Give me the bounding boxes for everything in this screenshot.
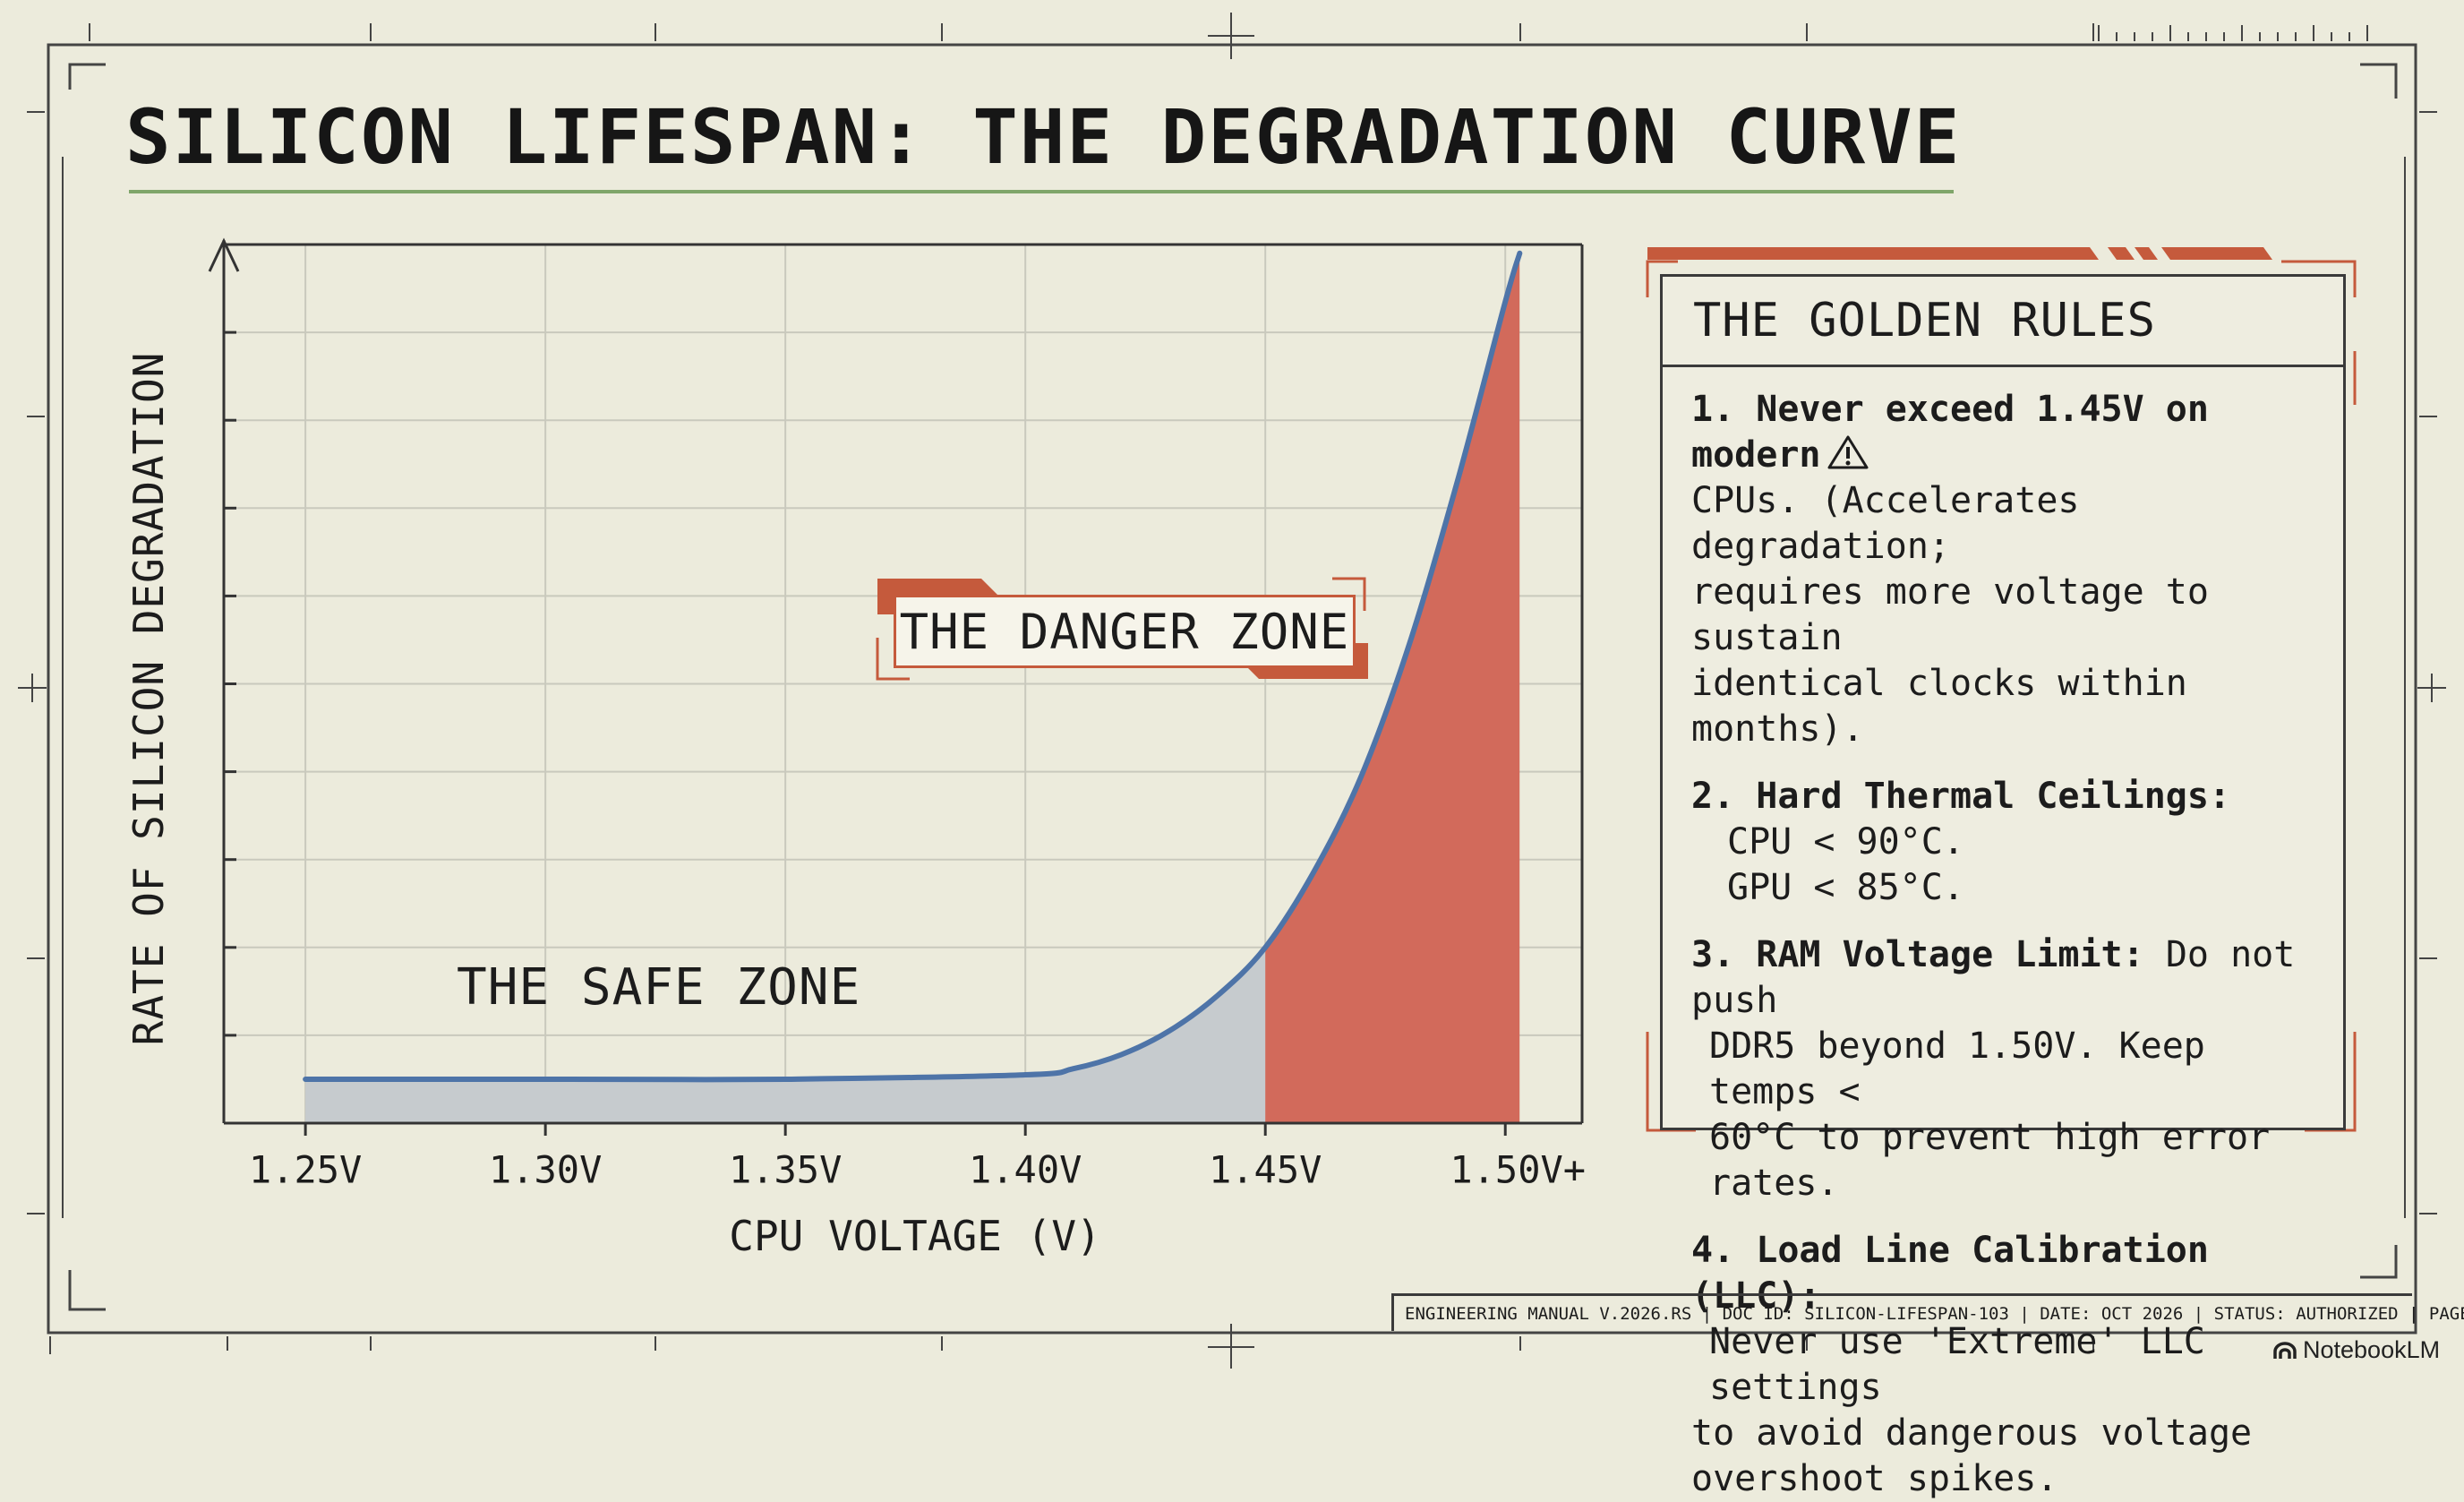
- brand-name: NotebookLM: [2303, 1336, 2441, 1363]
- page-title: SILICON LIFESPAN: THE DEGRADATION CURVE: [125, 93, 1962, 181]
- rule-1-line: requires more voltage to sustain: [1691, 571, 2209, 658]
- x-tick-label: 1.30V: [488, 1147, 603, 1192]
- y-axis-arrow: [208, 237, 240, 272]
- corner-bracket: [68, 1270, 106, 1311]
- rule-4-title: 4. Load Line Calibration (LLC):: [1691, 1230, 2209, 1317]
- rule-3-line: DDR5 beyond 1.50V. Keep temps <: [1709, 1026, 2205, 1112]
- danger-zone-callout: THE DANGER ZONE: [874, 575, 1372, 682]
- chart-axes: [208, 237, 1584, 1136]
- rule-3-inline-text: Do not push: [1691, 934, 2296, 1021]
- safe-zone-label: THE SAFE ZONE: [457, 958, 861, 1017]
- warning-triangle-icon: [1827, 435, 1868, 469]
- corner-bracket: [2360, 63, 2398, 99]
- rule-2-line: CPU < 90°C.: [1727, 821, 1964, 863]
- rule-2-title: 2. Hard Thermal Ceilings:: [1691, 776, 2231, 817]
- x-tick-label: 1.40V: [968, 1147, 1082, 1192]
- rule-4: 4. Load Line Calibration (LLC): Never us…: [1691, 1228, 2323, 1502]
- rule-3-line: 60°C to prevent high error rates.: [1709, 1117, 2271, 1204]
- x-tick-label: 1.50V+: [1450, 1147, 1587, 1192]
- x-tick-label: 1.45V: [1208, 1147, 1322, 1192]
- x-axis-label: CPU VOLTAGE (V): [729, 1212, 1101, 1260]
- rule-1: 1. Never exceed 1.45V on modern CPUs. (A…: [1691, 387, 2323, 752]
- rule-2-line: GPU < 85°C.: [1727, 867, 1964, 908]
- rule-4-line: overshoot spikes.: [1691, 1458, 2058, 1499]
- rule-3: 3. RAM Voltage Limit: Do not push DDR5 b…: [1691, 932, 2323, 1206]
- rule-4-line: to avoid dangerous voltage: [1691, 1412, 2253, 1454]
- degradation-curve: [303, 250, 1523, 1083]
- danger-zone-label: THE DANGER ZONE: [894, 595, 1356, 668]
- x-tick-label: 1.35V: [728, 1147, 843, 1192]
- title-underline: [129, 190, 1954, 193]
- rule-2: 2. Hard Thermal Ceilings: CPU < 90°C. GP…: [1691, 774, 2323, 911]
- top-ticks: [89, 13, 2368, 59]
- document-footer: ENGINEERING MANUAL V.2026.RS | DOC ID: S…: [1391, 1293, 2464, 1331]
- rules-card-ornament: [1646, 247, 2357, 1132]
- rule-1-line: identical clocks within months).: [1691, 663, 2187, 750]
- rule-4-line: Never use 'Extreme' LLC settings: [1709, 1321, 2205, 1408]
- degradation-chart: [208, 237, 1584, 1136]
- corner-bracket: [2360, 1245, 2398, 1279]
- chart-zones: [305, 253, 1520, 1123]
- notebooklm-logo-icon: [2273, 1341, 2297, 1359]
- rule-1-title: 1. Never exceed 1.45V on modern: [1691, 389, 2209, 476]
- rule-3-title: 3. RAM Voltage Limit:: [1691, 934, 2144, 975]
- bottom-ticks: [49, 1324, 2094, 1369]
- side-ticks: [18, 111, 2446, 1214]
- safe-zone-area: [305, 947, 1266, 1123]
- x-tick-label: 1.25V: [248, 1147, 363, 1192]
- rules-heading: THE GOLDEN RULES: [1663, 277, 2343, 367]
- golden-rules-panel: THE GOLDEN RULES 1. Never exceed 1.45V o…: [1660, 274, 2346, 1499]
- danger-zone-area: [1265, 253, 1520, 1123]
- y-axis-label: RATE OF SILICON DEGRADATION: [124, 351, 173, 1046]
- corner-bracket: [68, 63, 106, 90]
- brand-badge: NotebookLM: [2272, 1336, 2440, 1364]
- rule-1-line: CPUs. (Accelerates degradation;: [1691, 480, 2080, 567]
- document-frame: [18, 13, 2446, 1369]
